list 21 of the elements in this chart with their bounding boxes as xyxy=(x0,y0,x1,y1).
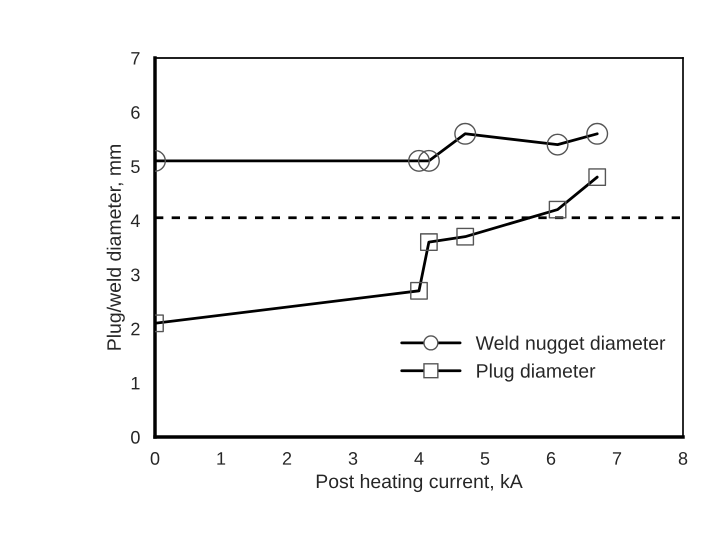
y-tick-label: 2 xyxy=(131,322,140,336)
x-tick-label: 0 xyxy=(150,452,160,465)
x-tick-label: 2 xyxy=(282,452,292,465)
x-tick-label: 4 xyxy=(414,452,424,465)
legend-label: Weld nugget diameter xyxy=(476,336,666,354)
y-tick-label: 0 xyxy=(131,430,140,444)
y-tick-label: 7 xyxy=(131,52,140,65)
x-tick-label: 3 xyxy=(348,452,358,465)
x-axis-title: Post heating current, kA xyxy=(316,474,523,492)
x-tick-label: 1 xyxy=(217,452,226,465)
x-tick-label: 5 xyxy=(480,452,490,465)
x-tick-label: 7 xyxy=(612,452,622,465)
legend-label: Plug diameter xyxy=(477,363,596,382)
x-tick-label: 8 xyxy=(678,452,688,465)
y-axis-title: Plug/weld diameter, mm xyxy=(106,145,125,350)
y-tick-label: 6 xyxy=(131,106,140,119)
y-tick-label: 4 xyxy=(130,214,140,227)
y-tick-label: 3 xyxy=(131,268,140,282)
x-tick-label: 6 xyxy=(546,452,556,465)
y-tick-label: 1 xyxy=(132,376,140,390)
y-tick-label: 5 xyxy=(131,160,140,174)
